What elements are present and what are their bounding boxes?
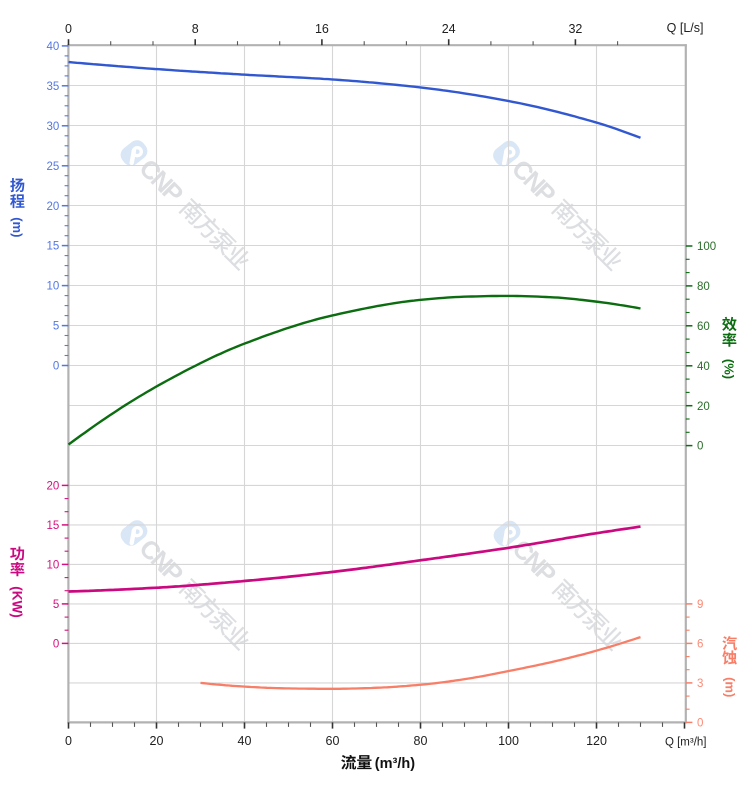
svg-text:20: 20 (697, 401, 710, 413)
svg-text:10: 10 (47, 560, 60, 572)
svg-text:(m): (m) (723, 677, 738, 697)
svg-text:40: 40 (47, 41, 60, 53)
svg-text:Q [L/s]: Q [L/s] (667, 21, 704, 35)
svg-text:0: 0 (53, 361, 59, 373)
svg-text:100: 100 (498, 734, 519, 748)
svg-text:20: 20 (47, 201, 60, 213)
svg-text:24: 24 (442, 22, 456, 36)
svg-text:40: 40 (697, 361, 710, 373)
svg-text:5: 5 (53, 321, 59, 333)
svg-text:(KW): (KW) (9, 586, 24, 617)
svg-text:80: 80 (414, 734, 428, 748)
svg-text:6: 6 (697, 639, 703, 651)
svg-text:80: 80 (697, 281, 710, 293)
svg-text:32: 32 (568, 22, 582, 36)
svg-text:120: 120 (586, 734, 607, 748)
svg-text:100: 100 (697, 241, 716, 253)
svg-text:5: 5 (53, 599, 59, 611)
svg-text:35: 35 (47, 81, 60, 93)
svg-text:25: 25 (47, 161, 60, 173)
svg-text:10: 10 (47, 281, 60, 293)
svg-text:0: 0 (697, 718, 703, 730)
svg-text:0: 0 (697, 441, 703, 453)
svg-text:20: 20 (47, 481, 60, 493)
svg-text:(m): (m) (10, 217, 25, 237)
svg-text:0: 0 (65, 22, 72, 36)
svg-text:16: 16 (315, 22, 329, 36)
svg-text:9: 9 (697, 599, 703, 611)
svg-text:8: 8 (192, 22, 199, 36)
svg-text:30: 30 (47, 121, 60, 133)
svg-text:(m³/h): (m³/h) (375, 756, 415, 772)
svg-text:15: 15 (47, 241, 60, 253)
svg-text:60: 60 (326, 734, 340, 748)
svg-text:(%): (%) (722, 359, 737, 379)
svg-text:15: 15 (47, 520, 60, 532)
svg-text:60: 60 (697, 321, 710, 333)
svg-text:0: 0 (53, 639, 59, 651)
svg-text:20: 20 (150, 734, 164, 748)
svg-text:40: 40 (238, 734, 252, 748)
svg-text:0: 0 (65, 734, 72, 748)
svg-text:3: 3 (697, 678, 703, 690)
svg-text:Q [m³/h]: Q [m³/h] (665, 736, 707, 748)
